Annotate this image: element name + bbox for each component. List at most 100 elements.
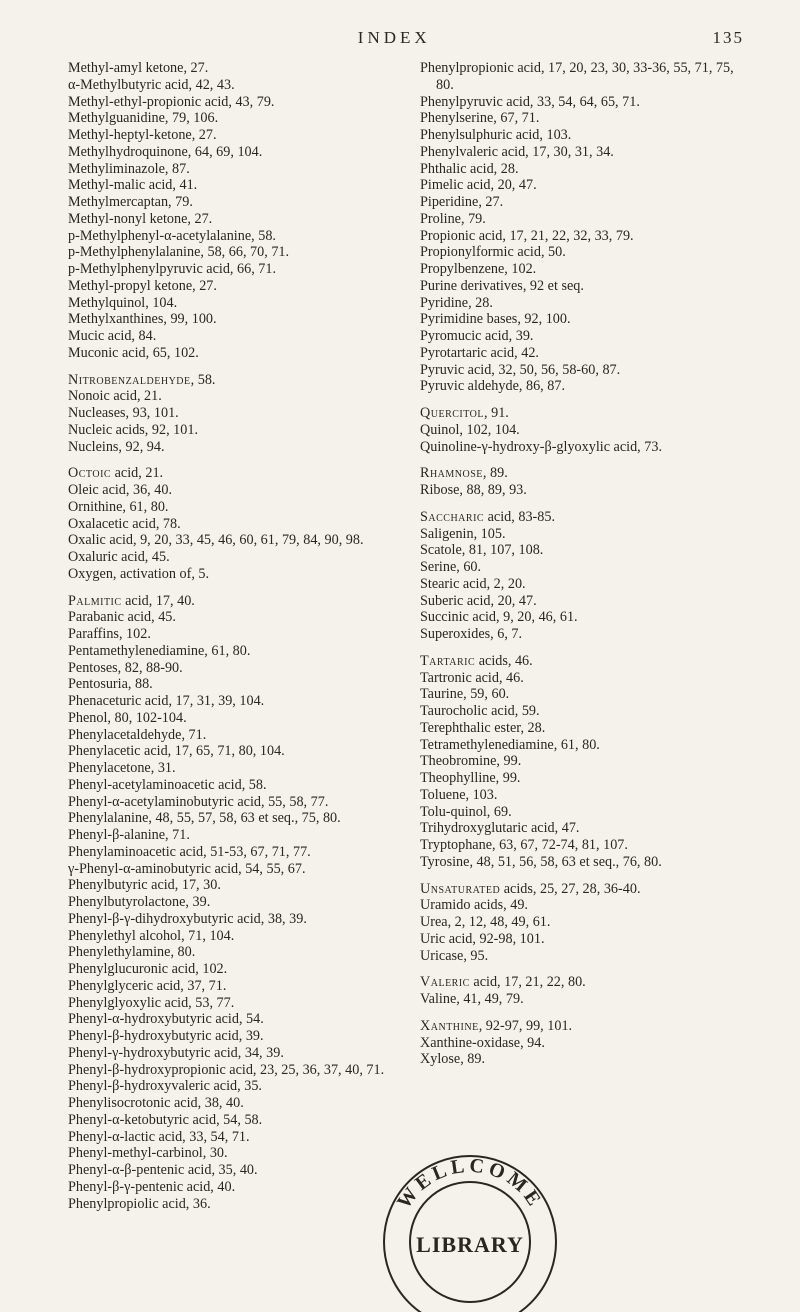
index-entry: Methyl-nonyl ketone, 27. (68, 211, 400, 228)
header-pageno: 135 (712, 28, 744, 48)
smallcaps-head: Unsaturated (420, 881, 500, 897)
index-entry: Tartaric acids, 46. (420, 653, 752, 670)
entry-rest: acids, 25, 27, 28, 36-40. (500, 881, 640, 897)
index-entry: Saccharic acid, 83-85. (420, 509, 752, 526)
smallcaps-head: Quercitol (420, 405, 484, 421)
index-entry: Uric acid, 92-98, 101. (420, 931, 752, 948)
index-entry: Phenyl-γ-hydroxybutyric acid, 34, 39. (68, 1045, 400, 1062)
index-entry: p-Methylphenylpyruvic acid, 66, 71. (68, 261, 400, 278)
index-entry: Phenylethyl alcohol, 71, 104. (68, 928, 400, 945)
index-entry: Phenylpyruvic acid, 33, 54, 64, 65, 71. (420, 94, 752, 111)
index-entry: Nitrobenzaldehyde, 58. (68, 372, 400, 389)
index-entry: Phenylethylamine, 80. (68, 944, 400, 961)
entry-rest: , 91. (484, 405, 509, 421)
index-entry: Phenylserine, 67, 71. (420, 110, 752, 127)
index-entry: Methylhydroquinone, 64, 69, 104. (68, 144, 400, 161)
index-entry: Paraffins, 102. (68, 626, 400, 643)
running-head: INDEX 135 (68, 28, 752, 60)
index-entry: Trihydroxyglutaric acid, 47. (420, 820, 752, 837)
index-entry: Rhamnose, 89. (420, 465, 752, 482)
index-entry: Phenyl-methyl-carbinol, 30. (68, 1145, 400, 1162)
index-entry: Phenylaminoacetic acid, 51-53, 67, 71, 7… (68, 844, 400, 861)
section-gap (68, 362, 400, 372)
library-stamp: WELLCOME LIBRARY (370, 1142, 570, 1312)
index-entry: Pentoses, 82, 88-90. (68, 660, 400, 677)
index-entry: Phenylbutyric acid, 17, 30. (68, 877, 400, 894)
index-entry: Phthalic acid, 28. (420, 161, 752, 178)
index-entry: γ-Phenyl-α-aminobutyric acid, 54, 55, 67… (68, 861, 400, 878)
index-entry: Nucleins, 92, 94. (68, 439, 400, 456)
index-entry: Succinic acid, 9, 20, 46, 61. (420, 609, 752, 626)
section-gap (420, 455, 752, 465)
index-entry: Xanthine-oxidase, 94. (420, 1035, 752, 1052)
index-entry: Nucleic acids, 92, 101. (68, 422, 400, 439)
index-entry: Oxaluric acid, 45. (68, 549, 400, 566)
index-entry: Phenol, 80, 102-104. (68, 710, 400, 727)
index-entry: Nonoic acid, 21. (68, 388, 400, 405)
index-entry: Phenylalanine, 48, 55, 57, 58, 63 et seq… (68, 810, 400, 827)
smallcaps-head: Tartaric (420, 653, 475, 669)
index-entry: Pimelic acid, 20, 47. (420, 177, 752, 194)
index-entry: Palmitic acid, 17, 40. (68, 593, 400, 610)
index-entry: Serine, 60. (420, 559, 752, 576)
index-entry: Phenylglucuronic acid, 102. (68, 961, 400, 978)
index-entry: Phenylacetic acid, 17, 65, 71, 80, 104. (68, 743, 400, 760)
index-entry: Phenyl-β-hydroxypropionic acid, 23, 25, … (68, 1062, 400, 1079)
section-gap (420, 643, 752, 653)
section-gap (420, 1008, 752, 1018)
index-entry: Phenyl-β-alanine, 71. (68, 827, 400, 844)
index-entry: Tetramethylenediamine, 61, 80. (420, 737, 752, 754)
smallcaps-head: Palmitic (68, 593, 122, 609)
index-entry: Urea, 2, 12, 48, 49, 61. (420, 914, 752, 931)
index-entry: Methyl-malic acid, 41. (68, 177, 400, 194)
index-entry: Phenylglyoxylic acid, 53, 77. (68, 995, 400, 1012)
index-entry: Methylmercaptan, 79. (68, 194, 400, 211)
index-entry: Oleic acid, 36, 40. (68, 482, 400, 499)
index-entry: Methyliminazole, 87. (68, 161, 400, 178)
index-entry: Methyl-heptyl-ketone, 27. (68, 127, 400, 144)
index-entry: Phenyl-α-lactic acid, 33, 54, 71. (68, 1129, 400, 1146)
index-entry: Pentosuria, 88. (68, 676, 400, 693)
stamp-center-text: LIBRARY (416, 1232, 524, 1257)
index-entry: Toluene, 103. (420, 787, 752, 804)
index-entry: Theobromine, 99. (420, 753, 752, 770)
index-entry: Methylxanthines, 99, 100. (68, 311, 400, 328)
smallcaps-head: Octoic (68, 465, 111, 481)
smallcaps-head: Valeric (420, 974, 470, 990)
index-entry: Pyridine, 28. (420, 295, 752, 312)
index-entry: Methylquinol, 104. (68, 295, 400, 312)
index-entry: Phenylacetaldehyde, 71. (68, 727, 400, 744)
entry-rest: acid, 17, 21, 22, 80. (470, 974, 586, 990)
index-entry: Propionylformic acid, 50. (420, 244, 752, 261)
index-entry: Quercitol, 91. (420, 405, 752, 422)
index-entry: Phenyl-α-acetylaminobutyric acid, 55, 58… (68, 794, 400, 811)
index-entry: Nucleases, 93, 101. (68, 405, 400, 422)
index-entry: Xanthine, 92-97, 99, 101. (420, 1018, 752, 1035)
index-entry: Pyrotartaric acid, 42. (420, 345, 752, 362)
index-entry: Phenylglyceric acid, 37, 71. (68, 978, 400, 995)
index-entry: Pentamethylenediamine, 61, 80. (68, 643, 400, 660)
index-entry: Terephthalic ester, 28. (420, 720, 752, 737)
index-entry: Methyl-amyl ketone, 27. (68, 60, 400, 77)
index-entry: Pyruvic aldehyde, 86, 87. (420, 378, 752, 395)
index-entry: Scatole, 81, 107, 108. (420, 542, 752, 559)
index-entry: Pyruvic acid, 32, 50, 56, 58-60, 87. (420, 362, 752, 379)
index-entry: Phenyl-α-hydroxybutyric acid, 54. (68, 1011, 400, 1028)
index-entry: Valine, 41, 49, 79. (420, 991, 752, 1008)
index-entry: Ribose, 88, 89, 93. (420, 482, 752, 499)
entry-rest: acid, 17, 40. (122, 593, 195, 609)
index-entry: Phenyl-acetylaminoacetic acid, 58. (68, 777, 400, 794)
index-entry: Methyl-ethyl-propionic acid, 43, 79. (68, 94, 400, 111)
index-entry: Phenyl-α-ketobutyric acid, 54, 58. (68, 1112, 400, 1129)
index-entry: Oxalacetic acid, 78. (68, 516, 400, 533)
index-entry: p-Methylphenyl-α-acetylalanine, 58. (68, 228, 400, 245)
index-entry: Uricase, 95. (420, 948, 752, 965)
section-gap (68, 455, 400, 465)
index-entry: Parabanic acid, 45. (68, 609, 400, 626)
index-entry: Phenylsulphuric acid, 103. (420, 127, 752, 144)
index-entry: Phenylpropiolic acid, 36. (68, 1196, 400, 1213)
entry-rest: acid, 83-85. (484, 509, 555, 525)
stamp-arc-text: WELLCOME (393, 1155, 547, 1213)
index-entry: Taurine, 59, 60. (420, 686, 752, 703)
index-entry: Oxygen, activation of, 5. (68, 566, 400, 583)
